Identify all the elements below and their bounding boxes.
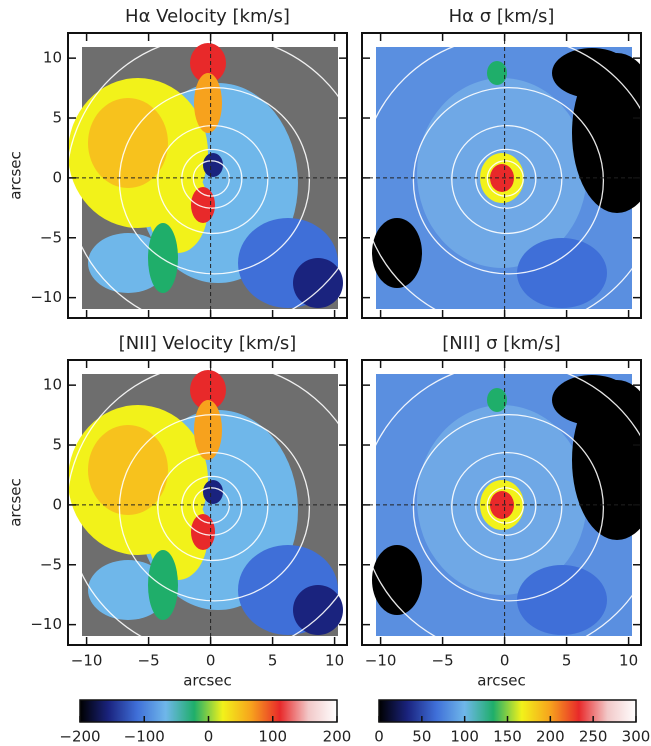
x-tick-label: −10 (365, 652, 397, 670)
panel-title: Hα Velocity [km/s] (125, 6, 290, 27)
x-axis-label: arcsec (183, 672, 232, 690)
panel-title: Hα σ [km/s] (449, 6, 555, 27)
contour (451, 124, 563, 235)
colorbar-tick-label: 200 (323, 728, 352, 746)
map-image (362, 33, 641, 318)
contour (412, 413, 605, 602)
contour (118, 86, 311, 275)
x-tick-label: 5 (562, 652, 572, 670)
colorbar-tick-label: −200 (59, 728, 100, 746)
colorbar-tick-label: 50 (412, 728, 431, 746)
x-tick-label: 10 (619, 652, 638, 670)
map-image (68, 360, 347, 645)
x-tick-label: −5 (138, 652, 160, 670)
contour (486, 160, 524, 197)
y-tick-label: 10 (43, 49, 62, 67)
colorbar-tick-label: 200 (536, 728, 565, 746)
contour (451, 451, 563, 562)
x-tick-label: −10 (71, 652, 103, 670)
y-tick-label: −5 (40, 228, 62, 246)
colorbar-tick-label: 250 (579, 728, 608, 746)
colorbar-tick-label: 0 (204, 728, 214, 746)
colorbar-tick-label: 150 (493, 728, 522, 746)
x-axis-label: arcsec (477, 672, 526, 690)
x-tick-label: 10 (325, 652, 344, 670)
map-image (68, 33, 347, 318)
y-tick-label: 10 (43, 376, 62, 394)
contour (157, 124, 269, 235)
contour (68, 34, 347, 318)
frame (67, 32, 348, 319)
y-tick-label: 0 (52, 495, 62, 513)
map-image (362, 360, 641, 645)
y-tick-label: −10 (30, 615, 62, 633)
colorbar-tick-label: 300 (622, 728, 651, 746)
panel-title: [NII] Velocity [km/s] (119, 333, 297, 354)
contour (157, 451, 269, 562)
y-tick-label: −5 (40, 555, 62, 573)
colorbar-tick-label: 100 (258, 728, 287, 746)
colorbar-tick-label: −100 (124, 728, 165, 746)
x-tick-label: −5 (432, 652, 454, 670)
colorbar-tick-label: 0 (374, 728, 384, 746)
y-tick-label: 0 (52, 168, 62, 186)
contour (192, 160, 230, 197)
x-tick-label: 0 (500, 652, 510, 670)
contour (475, 148, 537, 209)
frame (361, 32, 642, 319)
frame (361, 359, 642, 646)
map-texture (68, 43, 343, 309)
frame (67, 359, 348, 646)
y-tick-label: 5 (52, 436, 62, 454)
contour (68, 361, 347, 645)
y-axis-label: arcsec (7, 478, 25, 527)
contour (118, 413, 311, 602)
y-tick-label: −10 (30, 288, 62, 306)
map-texture (68, 370, 343, 636)
contour (181, 148, 243, 209)
contour (181, 475, 243, 536)
contour (362, 34, 641, 318)
x-tick-label: 5 (268, 652, 278, 670)
y-axis-label: arcsec (7, 151, 25, 200)
contour (475, 475, 537, 536)
contour (412, 86, 605, 275)
contour (192, 487, 230, 524)
colorbar-tick-label: 100 (450, 728, 479, 746)
panel-title: [NII] σ [km/s] (442, 333, 560, 354)
x-tick-label: 0 (206, 652, 216, 670)
contour (362, 361, 641, 645)
y-tick-label: 5 (52, 109, 62, 127)
contour (486, 487, 524, 524)
